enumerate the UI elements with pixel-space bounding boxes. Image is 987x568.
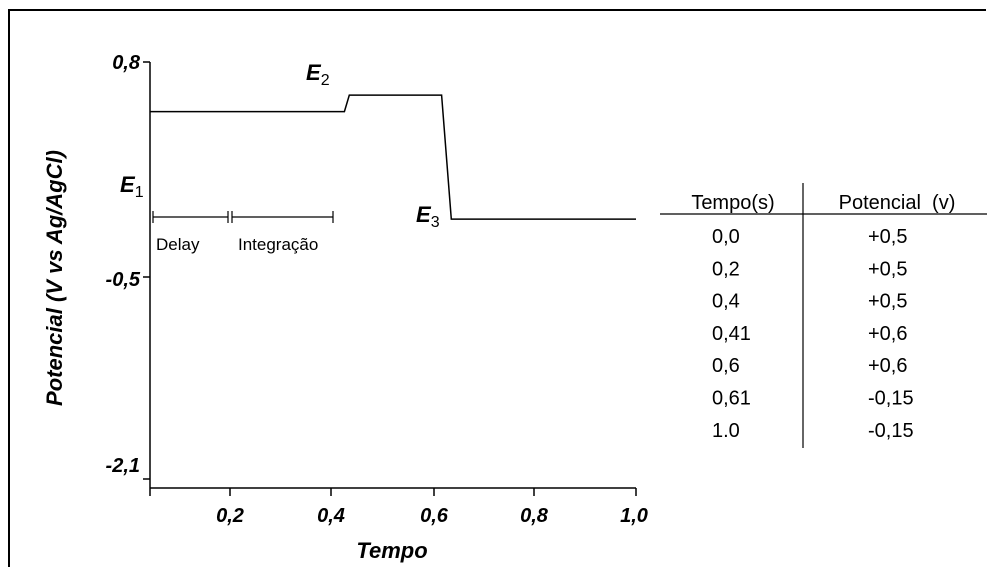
y-tick-label: -0,5 bbox=[106, 269, 141, 291]
table-cell-tempo: 1.0 bbox=[712, 420, 740, 442]
table-cell-potencial: +0,6 bbox=[868, 323, 907, 345]
x-tick-label: 0,8 bbox=[520, 505, 549, 527]
delay-label: Delay bbox=[156, 235, 200, 254]
table-cell-potencial: +0,5 bbox=[868, 226, 907, 248]
table-cell-potencial: +0,5 bbox=[868, 258, 907, 280]
e1-label: E1 bbox=[120, 172, 144, 201]
integration-label: Integração bbox=[238, 235, 318, 254]
table-cell-tempo: 0,41 bbox=[712, 323, 751, 345]
x-tick-label: 0,4 bbox=[317, 505, 345, 527]
y-tick-label: 0,8 bbox=[112, 52, 141, 74]
table-cell-potencial: +0,5 bbox=[868, 291, 907, 313]
e2-label: E2 bbox=[306, 60, 330, 89]
table-cell-potencial: -0,15 bbox=[868, 388, 914, 410]
table-cell-tempo: 0,2 bbox=[712, 258, 740, 280]
x-axis-title: Tempo bbox=[356, 538, 427, 563]
table-cell-potencial: -0,15 bbox=[868, 420, 914, 442]
x-tick-label: 1,0 bbox=[620, 505, 648, 527]
table-cell-tempo: 0,0 bbox=[712, 226, 740, 248]
table-header-potencial: Potencial (v) bbox=[839, 192, 956, 214]
e3-label: E3 bbox=[416, 202, 440, 231]
x-tick-label: 0,2 bbox=[216, 505, 244, 527]
chart-frame bbox=[8, 9, 986, 567]
integration-bracket bbox=[231, 211, 334, 223]
table-rows: 0,0 +0,5 0,2 +0,5 0,4 +0,5 0,41 +0,6 0,6 +0,6 0,61… bbox=[712, 226, 914, 442]
y-tick-label: -2,1 bbox=[106, 455, 140, 477]
waveform-table: Tempo(s) Potencial (v) 0,0 +0,5 0,2 +0,5 0,4… bbox=[660, 183, 987, 448]
y-axis-title: Potencial (V vs Ag/AgCl) bbox=[42, 150, 67, 406]
table-header-tempo: Tempo(s) bbox=[691, 192, 774, 214]
delay-bracket bbox=[152, 211, 229, 223]
table-cell-tempo: 0,4 bbox=[712, 291, 740, 313]
table-cell-potencial: +0,6 bbox=[868, 355, 907, 377]
table-cell-tempo: 0,6 bbox=[712, 355, 740, 377]
x-tick-label: 0,6 bbox=[420, 505, 449, 527]
potential-waveform-line bbox=[150, 94, 636, 220]
table-cell-tempo: 0,61 bbox=[712, 388, 751, 410]
